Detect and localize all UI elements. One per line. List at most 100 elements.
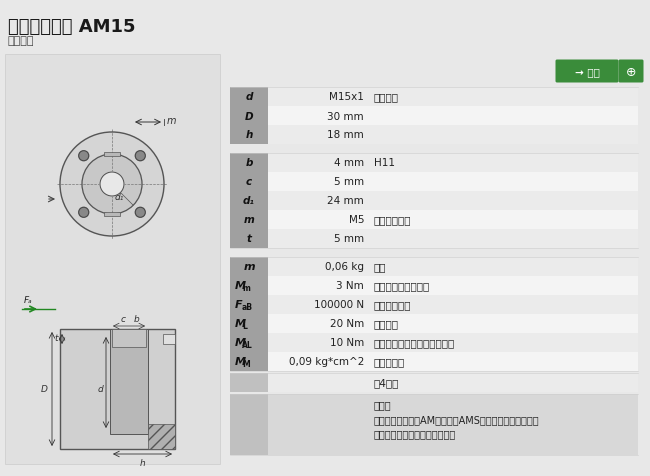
Bar [230, 154, 268, 173]
Text: 精密锁紧螺母 AM15: 精密锁紧螺母 AM15 [8, 18, 135, 36]
Text: c: c [120, 314, 125, 323]
Text: 0,09 kg*cm^2: 0,09 kg*cm^2 [289, 357, 364, 367]
Text: h: h [245, 130, 253, 140]
Bar [230, 314, 268, 333]
Text: 10 Nm: 10 Nm [330, 338, 364, 348]
Text: 对于启动力矩的参考拧紧力矩: 对于启动力矩的参考拧紧力矩 [374, 338, 455, 348]
Text: M: M [235, 357, 246, 367]
Text: 18 mm: 18 mm [327, 130, 364, 140]
Bar [230, 229, 268, 248]
Bar [230, 88, 638, 107]
Text: 质量惯性矩: 质量惯性矩 [374, 357, 405, 367]
Bar [230, 352, 268, 371]
Text: M15x1: M15x1 [329, 92, 364, 102]
Text: 质量: 质量 [374, 262, 387, 272]
Bar [148, 424, 175, 449]
Bar [230, 394, 268, 455]
Bar [230, 373, 638, 392]
Bar [110, 329, 148, 434]
Text: 夹紧部件: 夹紧部件 [8, 36, 34, 46]
Text: m: m [244, 215, 254, 225]
Bar [230, 107, 638, 126]
Text: M: M [242, 359, 250, 368]
Text: h: h [140, 458, 146, 467]
Circle shape [82, 155, 142, 215]
Bar [230, 173, 638, 192]
Bar [230, 210, 638, 229]
Bar [230, 277, 638, 296]
Text: m: m [243, 262, 255, 272]
Text: D: D [244, 111, 254, 121]
Text: b: b [245, 158, 253, 168]
Text: AL: AL [242, 340, 253, 349]
Text: 30 mm: 30 mm [328, 111, 364, 121]
Bar [230, 126, 268, 145]
Text: 4 mm: 4 mm [334, 158, 364, 168]
Bar [230, 210, 268, 229]
Text: d: d [245, 92, 253, 102]
Bar [230, 154, 638, 173]
Bar [5, 55, 220, 464]
Text: Fₐ: Fₐ [24, 296, 32, 304]
Text: 3 Nm: 3 Nm [336, 281, 364, 291]
Bar [230, 258, 268, 277]
Text: 平头螺钉螺纹: 平头螺钉螺纹 [374, 215, 411, 225]
Text: c: c [246, 177, 252, 187]
Bar [230, 258, 638, 277]
Text: 24 mm: 24 mm [327, 196, 364, 206]
Bar [230, 126, 638, 145]
Text: d: d [98, 385, 103, 394]
Text: 螺母螺纹: 螺母螺纹 [374, 92, 399, 102]
Bar [230, 277, 268, 296]
Circle shape [135, 151, 146, 161]
Text: 有4部分: 有4部分 [374, 378, 399, 387]
Text: F: F [235, 300, 242, 310]
Text: D: D [41, 385, 48, 394]
Text: d₁: d₁ [115, 193, 124, 201]
Text: d₁: d₁ [243, 196, 255, 206]
Text: M: M [235, 319, 246, 329]
Bar [230, 192, 638, 210]
Bar [104, 213, 120, 217]
Bar [230, 373, 268, 392]
Bar [230, 296, 268, 314]
FancyBboxPatch shape [556, 60, 619, 83]
Text: 5 mm: 5 mm [334, 234, 364, 244]
Bar [230, 394, 638, 455]
Text: t: t [55, 334, 58, 343]
Text: M: M [235, 338, 246, 348]
Text: 100000 N: 100000 N [314, 300, 364, 310]
Circle shape [100, 173, 124, 197]
Bar [230, 192, 268, 210]
Text: aB: aB [242, 302, 253, 311]
Text: m: m [167, 116, 177, 126]
Text: → 组件: → 组件 [575, 67, 599, 77]
Text: ⊕: ⊕ [626, 65, 636, 79]
Text: 最大轴向载荷: 最大轴向载荷 [374, 300, 411, 310]
Bar [163, 334, 175, 344]
Text: 0,06 kg: 0,06 kg [325, 262, 364, 272]
Text: 注意：
如果精密锁紧螺母AM用转接头AMS安装，最大扭紧力矩可
是轴承尺寸表中给定值的两倍。: 注意： 如果精密锁紧螺母AM用转接头AMS安装，最大扭紧力矩可 是轴承尺寸表中给… [374, 399, 540, 439]
Bar [230, 333, 638, 352]
Bar [60, 329, 175, 449]
Circle shape [60, 133, 164, 237]
Text: H11: H11 [374, 158, 395, 168]
Circle shape [135, 208, 146, 218]
Text: 起动力矩: 起动力矩 [374, 319, 399, 329]
Bar [230, 352, 638, 371]
Circle shape [79, 151, 88, 161]
Bar [230, 173, 268, 192]
Text: m: m [242, 283, 250, 292]
Text: M5: M5 [348, 215, 364, 225]
Bar [230, 229, 638, 248]
Text: 5 mm: 5 mm [334, 177, 364, 187]
Bar [230, 88, 268, 107]
Bar [230, 314, 638, 333]
Bar [230, 296, 638, 314]
Circle shape [79, 208, 88, 218]
FancyBboxPatch shape [619, 60, 644, 83]
Text: t: t [246, 234, 252, 244]
Bar [112, 329, 146, 347]
Bar [230, 107, 268, 126]
Bar [230, 333, 268, 352]
